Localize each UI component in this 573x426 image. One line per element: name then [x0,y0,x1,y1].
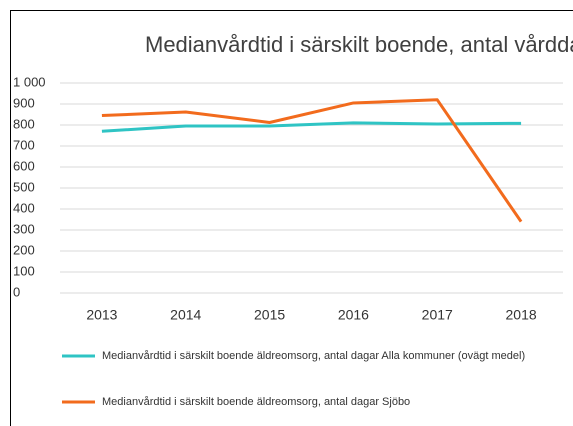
series-line [101,98,523,223]
x-tick-label: 2016 [338,307,369,323]
y-tick-label: 300 [13,221,35,236]
y-tick-label: 600 [13,158,35,173]
series-line [101,121,522,133]
chart-title: Medianvårdtid i särskilt boende, antal v… [145,32,573,57]
y-tick-label: 900 [13,95,35,110]
y-tick-label: 200 [13,242,35,257]
y-tick-label: 0 [13,284,20,299]
y-tick-label: 500 [13,179,35,194]
x-tick-label: 2018 [506,307,537,323]
y-tick-label: 1 000 [13,74,46,89]
y-tick-label: 700 [13,137,35,152]
x-tick-label: 2015 [254,307,285,323]
x-tick-label: 2013 [86,307,117,323]
y-tick-label: 800 [13,116,35,131]
y-tick-label: 400 [13,200,35,215]
legend-label: Medianvårdtid i särskilt boende äldreoms… [102,350,525,362]
legend-label: Medianvårdtid i särskilt boende äldreoms… [102,396,410,408]
x-tick-label: 2014 [170,307,201,323]
x-tick-label: 2017 [422,307,453,323]
y-tick-label: 100 [13,263,35,278]
